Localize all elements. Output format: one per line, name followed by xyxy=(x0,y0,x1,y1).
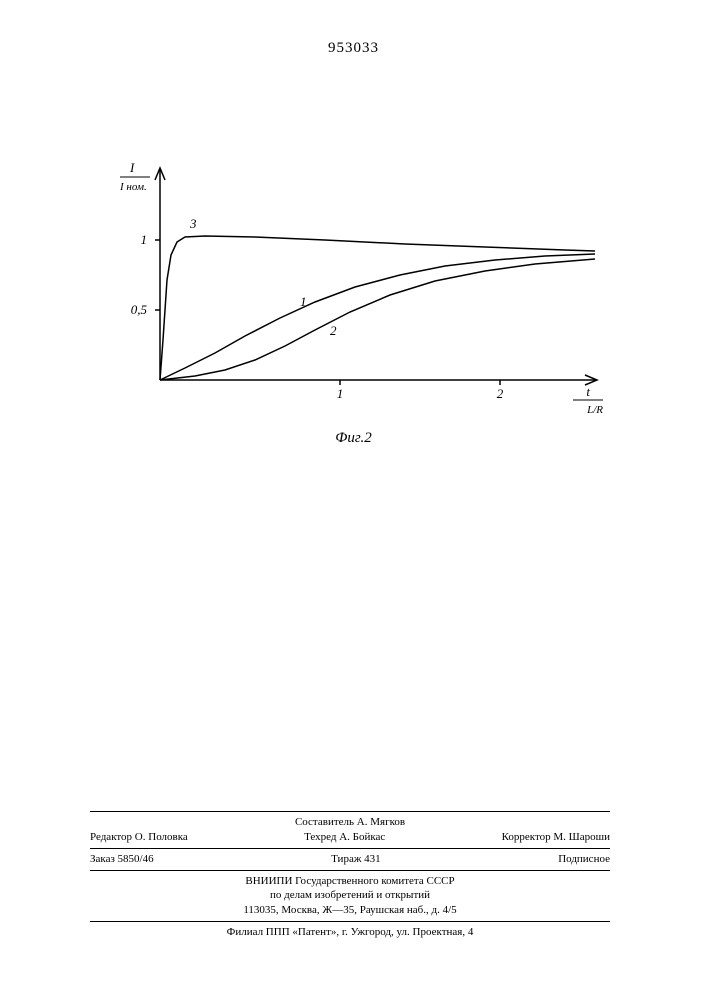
y-tick-05: 0,5 xyxy=(131,302,148,317)
figure-caption: Фиг.2 xyxy=(335,430,371,447)
footer-order: Заказ 5850/46 xyxy=(90,852,154,867)
x-axis-label-denominator: L/R xyxy=(586,404,603,416)
footer-techred: Техред А. Бойкас xyxy=(304,830,385,845)
y-axis-label-numerator: I xyxy=(129,160,135,175)
x-axis-label-numerator: t xyxy=(586,384,590,399)
y-tick-1: 1 xyxy=(141,232,148,247)
footer-tirazh: Тираж 431 xyxy=(331,852,381,867)
page-number: 953033 xyxy=(328,40,379,57)
footer-compiler: Составитель А. Мягков xyxy=(90,815,610,830)
footer: Составитель А. Мягков Редактор О. Половк… xyxy=(90,808,610,940)
curve-1 xyxy=(160,254,595,380)
footer-editor: Редактор О. Половка xyxy=(90,830,188,845)
y-axis-label-denominator: I ном. xyxy=(119,181,147,193)
x-tick-1: 1 xyxy=(337,386,344,401)
footer-org1: ВНИИПИ Государственного комитета СССР xyxy=(90,874,610,889)
curve-label-3: 3 xyxy=(189,216,197,231)
footer-subscription: Подписное xyxy=(558,852,610,867)
curve-label-2: 2 xyxy=(330,323,337,338)
chart-svg: I I ном. t L/R 1 0,5 1 2 3 1 2 xyxy=(105,160,605,420)
footer-corrector: Корректор М. Шароши xyxy=(502,830,610,845)
footer-addr2: Филиал ППП «Патент», г. Ужгород, ул. Про… xyxy=(90,925,610,940)
x-tick-2: 2 xyxy=(497,386,504,401)
chart: I I ном. t L/R 1 0,5 1 2 3 1 2 xyxy=(105,160,605,420)
footer-addr1: 113035, Москва, Ж—35, Раушская наб., д. … xyxy=(90,903,610,918)
curve-label-1: 1 xyxy=(300,294,307,309)
footer-org2: по делам изобретений и открытий xyxy=(90,888,610,903)
curve-2 xyxy=(160,259,595,380)
